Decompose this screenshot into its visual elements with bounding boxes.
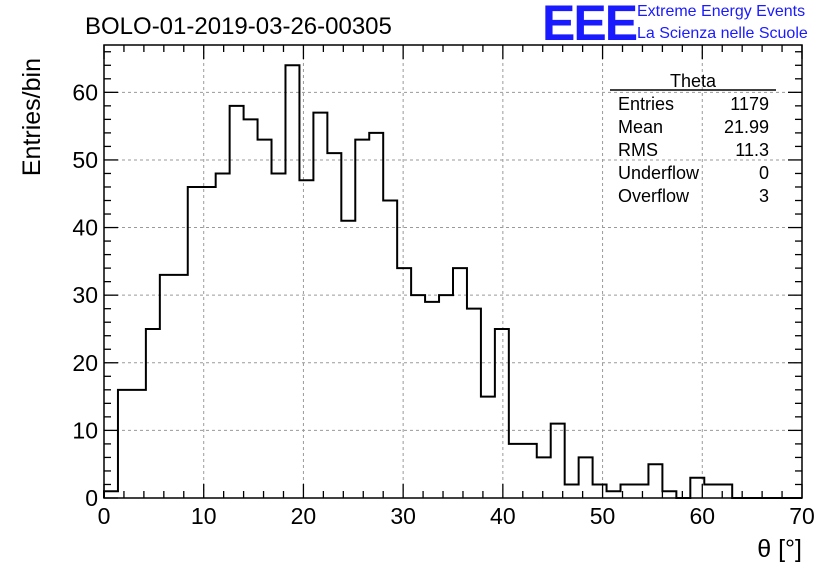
x-tick-label: 20 xyxy=(291,503,317,529)
y-tick-label: 10 xyxy=(72,417,98,443)
stats-label: Entries xyxy=(618,94,674,114)
stats-label: RMS xyxy=(618,140,658,160)
eee-logo-mark: EEE xyxy=(542,0,638,51)
eee-logo: EEE Extreme Energy Events La Scienza nel… xyxy=(542,0,836,51)
stats-value: 0 xyxy=(759,163,769,183)
stats-value: 1179 xyxy=(730,94,769,114)
x-tick-label: 50 xyxy=(590,503,616,529)
y-tick-label: 50 xyxy=(72,147,98,173)
plot-frame xyxy=(103,44,803,499)
stats-label: Mean xyxy=(618,117,663,137)
y-tick-label: 0 xyxy=(85,485,98,511)
x-tick-label: 10 xyxy=(191,503,217,529)
histogram-series-line xyxy=(103,64,802,499)
x-tick-label: 60 xyxy=(689,503,715,529)
logo-line-2: La Scienza nelle Scuole xyxy=(637,25,808,42)
stats-value: 3 xyxy=(759,186,769,206)
stats-box-title: Theta xyxy=(670,71,717,91)
y-tick-label: 60 xyxy=(72,79,98,105)
x-tick-label: 40 xyxy=(490,503,516,529)
y-tick-label: 30 xyxy=(72,282,98,308)
y-axis-label: Entries/bin xyxy=(18,58,46,176)
y-tick-label: 20 xyxy=(72,350,98,376)
x-tick-label: 70 xyxy=(789,503,815,529)
x-tick-label: 0 xyxy=(98,503,111,529)
stats-label: Underflow xyxy=(618,163,700,183)
x-axis-label: θ [°] xyxy=(757,535,802,563)
logo-line-1: Extreme Energy Events xyxy=(637,3,806,20)
axis-ticks xyxy=(103,45,803,499)
stats-value: 11.3 xyxy=(735,140,769,160)
stats-value: 21.99 xyxy=(724,117,769,137)
chart-title: BOLO-01-2019-03-26-00305 xyxy=(85,13,392,40)
x-tick-label: 30 xyxy=(390,503,416,529)
stats-box: Theta Entries 1179 Mean 21.99 RMS 11.3 Underfl… xyxy=(610,71,776,206)
stats-label: Overflow xyxy=(618,186,690,206)
y-tick-label: 40 xyxy=(72,215,98,241)
